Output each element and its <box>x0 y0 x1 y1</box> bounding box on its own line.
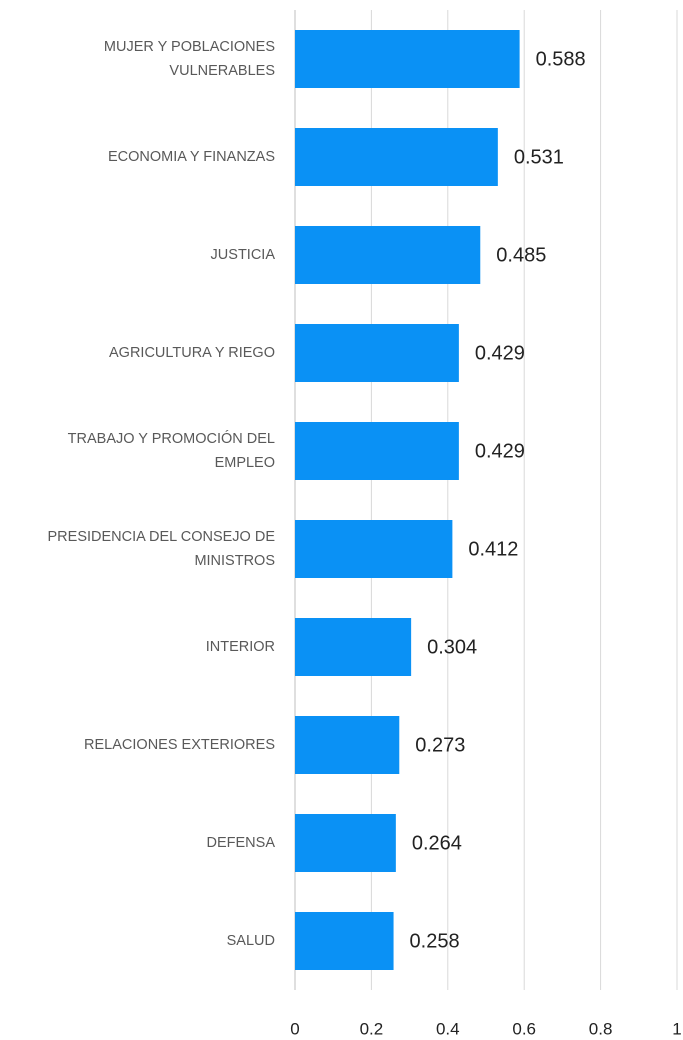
y-tick-label: AGRICULTURA Y RIEGO <box>109 345 275 361</box>
bar <box>295 814 396 872</box>
y-tick-label: RELACIONES EXTERIORES <box>84 737 275 753</box>
y-tick-label: JUSTICIA <box>210 247 275 263</box>
bar <box>295 520 453 578</box>
x-tick-label: 0.2 <box>360 1019 384 1038</box>
bar <box>295 716 400 774</box>
data-label: 0.258 <box>410 930 460 952</box>
y-tick-label: TRABAJO Y PROMOCIÓN DEL EMPLEO <box>67 431 275 471</box>
x-tick-label: 0.8 <box>589 1019 613 1038</box>
bar <box>295 30 520 88</box>
data-label: 0.588 <box>536 48 586 70</box>
x-tick-label: 0.4 <box>436 1019 460 1038</box>
data-label: 0.531 <box>514 146 564 168</box>
bar <box>295 128 498 186</box>
y-tick-label: DEFENSA <box>206 835 276 851</box>
data-label: 0.264 <box>412 832 462 854</box>
bar <box>295 422 459 480</box>
y-tick-label: MUJER Y POBLACIONES VULNERABLES <box>103 39 275 79</box>
bar <box>295 324 459 382</box>
data-label: 0.412 <box>468 538 518 560</box>
bar <box>295 912 394 970</box>
data-label: 0.429 <box>475 440 525 462</box>
data-label: 0.485 <box>496 244 546 266</box>
x-tick-label: 1 <box>672 1019 681 1038</box>
data-label: 0.273 <box>415 734 465 756</box>
y-tick-label: SALUD <box>226 933 275 949</box>
y-tick-label: ECONOMIA Y FINANZAS <box>107 149 275 165</box>
bar <box>295 618 412 676</box>
bar <box>295 226 481 284</box>
data-label: 0.429 <box>475 342 525 364</box>
x-tick-label: 0 <box>290 1019 299 1038</box>
y-tick-label: INTERIOR <box>205 639 275 655</box>
x-tick-label: 0.6 <box>512 1019 536 1038</box>
y-tick-label: PRESIDENCIA DEL CONSEJO DE MINISTROS <box>47 529 276 569</box>
data-label: 0.304 <box>427 636 477 658</box>
